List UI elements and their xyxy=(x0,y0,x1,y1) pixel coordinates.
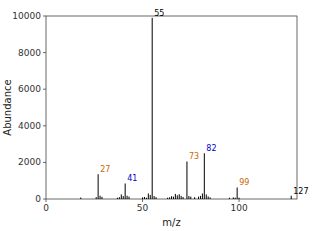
x-tick-label: 50 xyxy=(137,203,149,213)
peak xyxy=(169,197,170,199)
peak xyxy=(208,196,209,199)
peak xyxy=(190,197,191,199)
peak-label: 27 xyxy=(100,165,110,174)
y-tick xyxy=(43,89,46,90)
peak xyxy=(198,197,199,199)
x-tick xyxy=(46,199,47,202)
peak xyxy=(125,183,126,199)
peak-label: 99 xyxy=(239,178,249,187)
y-tick-label: 8000 xyxy=(18,48,41,58)
peaks xyxy=(81,18,291,199)
peak xyxy=(229,198,230,199)
peak xyxy=(188,196,189,199)
y-tick xyxy=(43,125,46,126)
y-tick xyxy=(43,199,46,200)
y-tick xyxy=(43,52,46,53)
peak xyxy=(146,198,147,199)
peak xyxy=(123,196,124,199)
peak xyxy=(179,194,180,199)
peak xyxy=(100,196,101,199)
peak xyxy=(194,197,195,199)
y-axis-label: Abundance xyxy=(2,79,13,135)
peak xyxy=(177,195,178,199)
peak xyxy=(154,196,155,199)
peak-label: 127 xyxy=(293,187,308,196)
peak xyxy=(233,197,234,199)
peak xyxy=(98,174,99,199)
peak xyxy=(239,198,240,199)
peak xyxy=(127,196,128,199)
peak xyxy=(210,197,211,199)
peak xyxy=(186,161,187,199)
peak-label: 82 xyxy=(206,144,216,153)
peak xyxy=(148,194,149,199)
peak xyxy=(142,197,143,199)
peak xyxy=(181,196,182,199)
peak xyxy=(175,194,176,199)
y-tick xyxy=(43,162,46,163)
peak xyxy=(171,196,172,199)
peak xyxy=(291,196,292,199)
x-tick xyxy=(239,199,240,202)
y-tick-label: 10000 xyxy=(12,11,41,21)
peak xyxy=(183,197,184,199)
peak xyxy=(129,197,130,199)
peak xyxy=(173,197,174,199)
y-tick-label: 4000 xyxy=(18,121,41,131)
peak xyxy=(152,18,153,199)
peak xyxy=(80,198,81,199)
y-tick xyxy=(43,16,46,17)
peak xyxy=(235,198,236,199)
peak xyxy=(96,197,97,199)
x-tick xyxy=(142,199,143,202)
peak-label: 41 xyxy=(127,174,137,183)
peak xyxy=(101,197,102,199)
peak xyxy=(119,197,120,199)
y-tick-label: 0 xyxy=(35,194,41,204)
x-axis-label: m/z xyxy=(162,217,180,228)
y-tick-label: 2000 xyxy=(18,157,41,167)
x-tick-label: 0 xyxy=(43,203,49,213)
peak xyxy=(117,198,118,199)
peak-label: 73 xyxy=(189,152,199,161)
x-tick-label: 100 xyxy=(230,203,247,213)
peak xyxy=(144,197,145,199)
peak xyxy=(167,198,168,199)
peak xyxy=(204,153,205,199)
peak xyxy=(202,194,203,199)
y-tick-label: 6000 xyxy=(18,84,41,94)
peak xyxy=(150,195,151,199)
peak-label: 55 xyxy=(154,9,164,18)
peak xyxy=(200,196,201,199)
chart: 0 50 100 0 2000 4000 6000 8000 10000 m/z Abundance… xyxy=(0,0,317,231)
plot-frame xyxy=(46,16,297,199)
peak xyxy=(121,194,122,199)
peak xyxy=(237,187,238,199)
peak xyxy=(156,197,157,199)
peak xyxy=(206,194,207,199)
